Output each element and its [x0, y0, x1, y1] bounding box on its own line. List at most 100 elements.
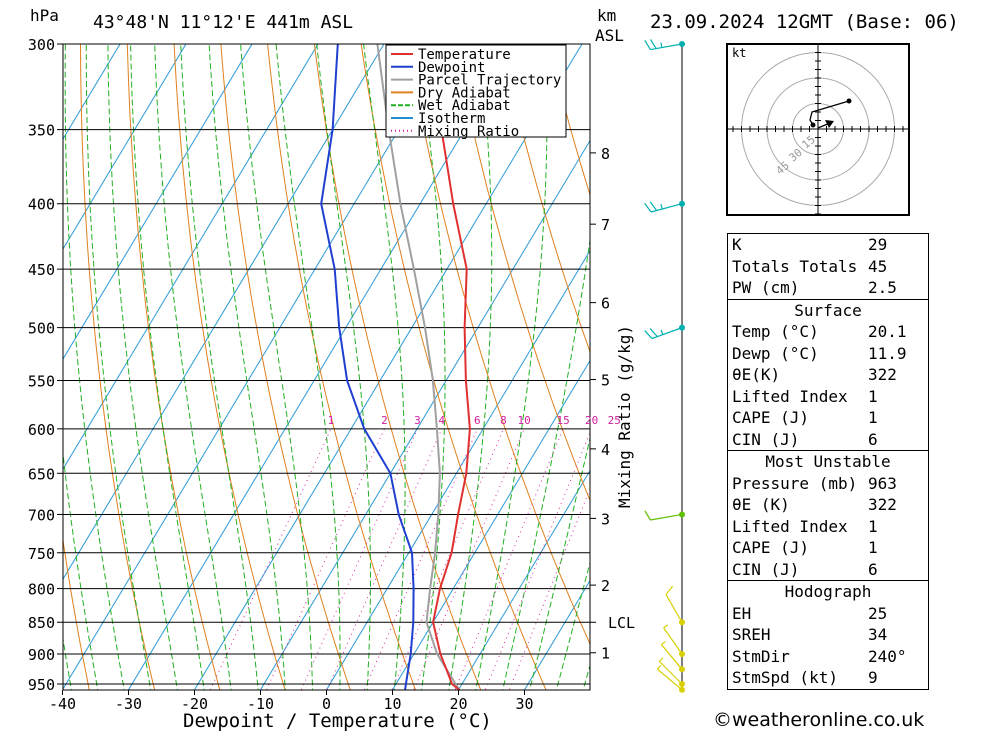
pressure-tick-label: 500 [28, 320, 55, 338]
most-unstable-label: CIN (J) [732, 559, 800, 579]
most-unstable-label: Pressure (mb) [732, 473, 858, 493]
mixing-ratio-label: 25 [608, 414, 621, 427]
hodograph-label: SREH [732, 625, 771, 644]
index-row: K 29 [728, 234, 928, 256]
mixing-ratio-label: 4 [438, 414, 445, 427]
pressure-tick-label: 300 [28, 36, 55, 54]
hodograph-label: StmSpd (kt) [732, 668, 838, 687]
mixing-ratio-line [508, 487, 590, 690]
wind-barb-feather [644, 203, 652, 213]
pressure-tick-label: 950 [28, 676, 55, 694]
hodograph-title: Hodograph [784, 582, 872, 601]
hodograph-label: EH [732, 603, 752, 623]
indices-top-section: K 29 Totals Totals 45 PW (cm) 2.5 [728, 234, 928, 299]
wind-barb-feather [644, 40, 651, 50]
hodograph-value: 240° [868, 646, 907, 666]
hodograph-label: StmDir [732, 646, 790, 666]
temp-tick-label: -10 [247, 695, 274, 713]
pressure-tick-label: 450 [28, 261, 55, 279]
index-value: 29 [868, 235, 888, 254]
surface-label: θE(K) [732, 365, 781, 384]
asl-unit-label: ASL [595, 26, 624, 45]
hodograph-row: StmDir 240° [728, 646, 928, 668]
wet-adiabat-line [85, 44, 152, 690]
surface-label: Lifted Index [732, 386, 848, 406]
wind-barb-staff [657, 668, 683, 691]
isotherm-line [391, 359, 590, 690]
mixing-ratio-line [300, 428, 418, 690]
pressure-tick-label: 800 [28, 581, 55, 599]
surface-row: Lifted Index 1 [728, 386, 928, 408]
km-tick-label: 3 [601, 510, 610, 528]
datetime-title: 23.09.2024 12GMT (Base: 06) [650, 11, 959, 33]
temp-tick-label: 20 [449, 695, 467, 713]
wind-barb-dot [679, 681, 685, 687]
wind-barb [644, 39, 685, 51]
dewpoint-line [320, 44, 415, 690]
hodograph-row: StmSpd (kt) 9 [728, 667, 928, 689]
wind-barb-staff [651, 327, 683, 340]
temp-tick-label: -30 [115, 695, 142, 713]
wind-barb-half-feather [660, 204, 663, 210]
pressure-tick-label: 550 [28, 373, 55, 391]
surface-label: Dewp (°C) [732, 343, 819, 363]
dry-adiabat-line [220, 44, 351, 690]
hodograph-value: 9 [868, 668, 878, 687]
mixing-ratio-axis-label: Mixing Ratio (g/kg) [615, 325, 634, 508]
plot-frame [62, 43, 591, 691]
most-unstable-label: CAPE (J) [732, 538, 810, 557]
isotherm-line [0, 6, 11, 713]
most-unstable-row: CAPE (J) 1 [728, 537, 928, 559]
pressure-tick-label: 900 [28, 646, 55, 664]
wind-barb [644, 324, 685, 340]
wind-barb [665, 585, 685, 626]
dry-adiabat-line [79, 44, 156, 690]
mixing-ratio-label: 1 [328, 414, 335, 427]
isotherm-line [457, 469, 590, 690]
wind-barb [644, 510, 685, 521]
wet-adiabat-line [64, 44, 125, 690]
surface-section: Surface Temp (°C) 20.1 Dewp (°C) 11.9 θE(K) 3… [728, 298, 928, 451]
surface-value: 11.9 [868, 343, 907, 363]
wind-barb-staff [650, 513, 683, 521]
dry-adiabat-line [63, 536, 90, 690]
index-row: Totals Totals 45 [728, 256, 928, 278]
wind-barb-half-feather [663, 624, 669, 629]
most-unstable-row: Pressure (mb) 963 [728, 473, 928, 495]
temp-tick-label: 30 [515, 695, 533, 713]
indices-panel: K 29 Totals Totals 45 PW (cm) 2.5 Surface Tem… [727, 233, 929, 690]
km-tick-label: 1 [601, 645, 610, 663]
wind-barb [663, 624, 685, 657]
pressure-tick-label: 600 [28, 421, 55, 439]
wind-barb [657, 665, 685, 693]
wet-adiabat-line [180, 44, 259, 690]
surface-label: CIN (J) [732, 429, 800, 449]
mixing-ratio-label: 2 [381, 414, 388, 427]
wind-barb-feather [649, 201, 658, 211]
wind-barb-dot [679, 650, 685, 657]
isotherm-line [63, 44, 253, 360]
wet-adiabat-line [154, 44, 232, 690]
surface-value: 6 [868, 429, 878, 449]
km-tick-label: 4 [601, 441, 610, 459]
isotherm-line [63, 44, 319, 470]
wind-barb-dot [679, 619, 685, 626]
wind-barb-staff [650, 203, 683, 213]
hodograph-value: 34 [868, 625, 888, 644]
most-unstable-label: Lifted Index [732, 516, 848, 536]
parcel-trajectory-line [376, 44, 461, 690]
legend-label: Dewpoint [418, 60, 485, 76]
x-axis-label: Dewpoint / Temperature (°C) [183, 710, 492, 732]
lcl-label: LCL [608, 614, 635, 632]
index-label: Totals Totals [732, 256, 858, 276]
most-unstable-row: CIN (J) 6 [728, 559, 928, 581]
hodograph-row: EH 25 [728, 603, 928, 625]
pressure-tick-label: 850 [28, 614, 55, 632]
location-title: 43°48'N 11°12'E 441m ASL [93, 12, 353, 33]
wet-adiabat-line [240, 44, 314, 690]
copyright[interactable]: ©weatheronline.co.uk [713, 709, 925, 731]
hpa-unit-label: hPa [30, 6, 59, 25]
legend-label: Temperature [418, 47, 511, 63]
wind-barb-dot [679, 200, 685, 207]
wet-adiabat-line [502, 236, 590, 690]
